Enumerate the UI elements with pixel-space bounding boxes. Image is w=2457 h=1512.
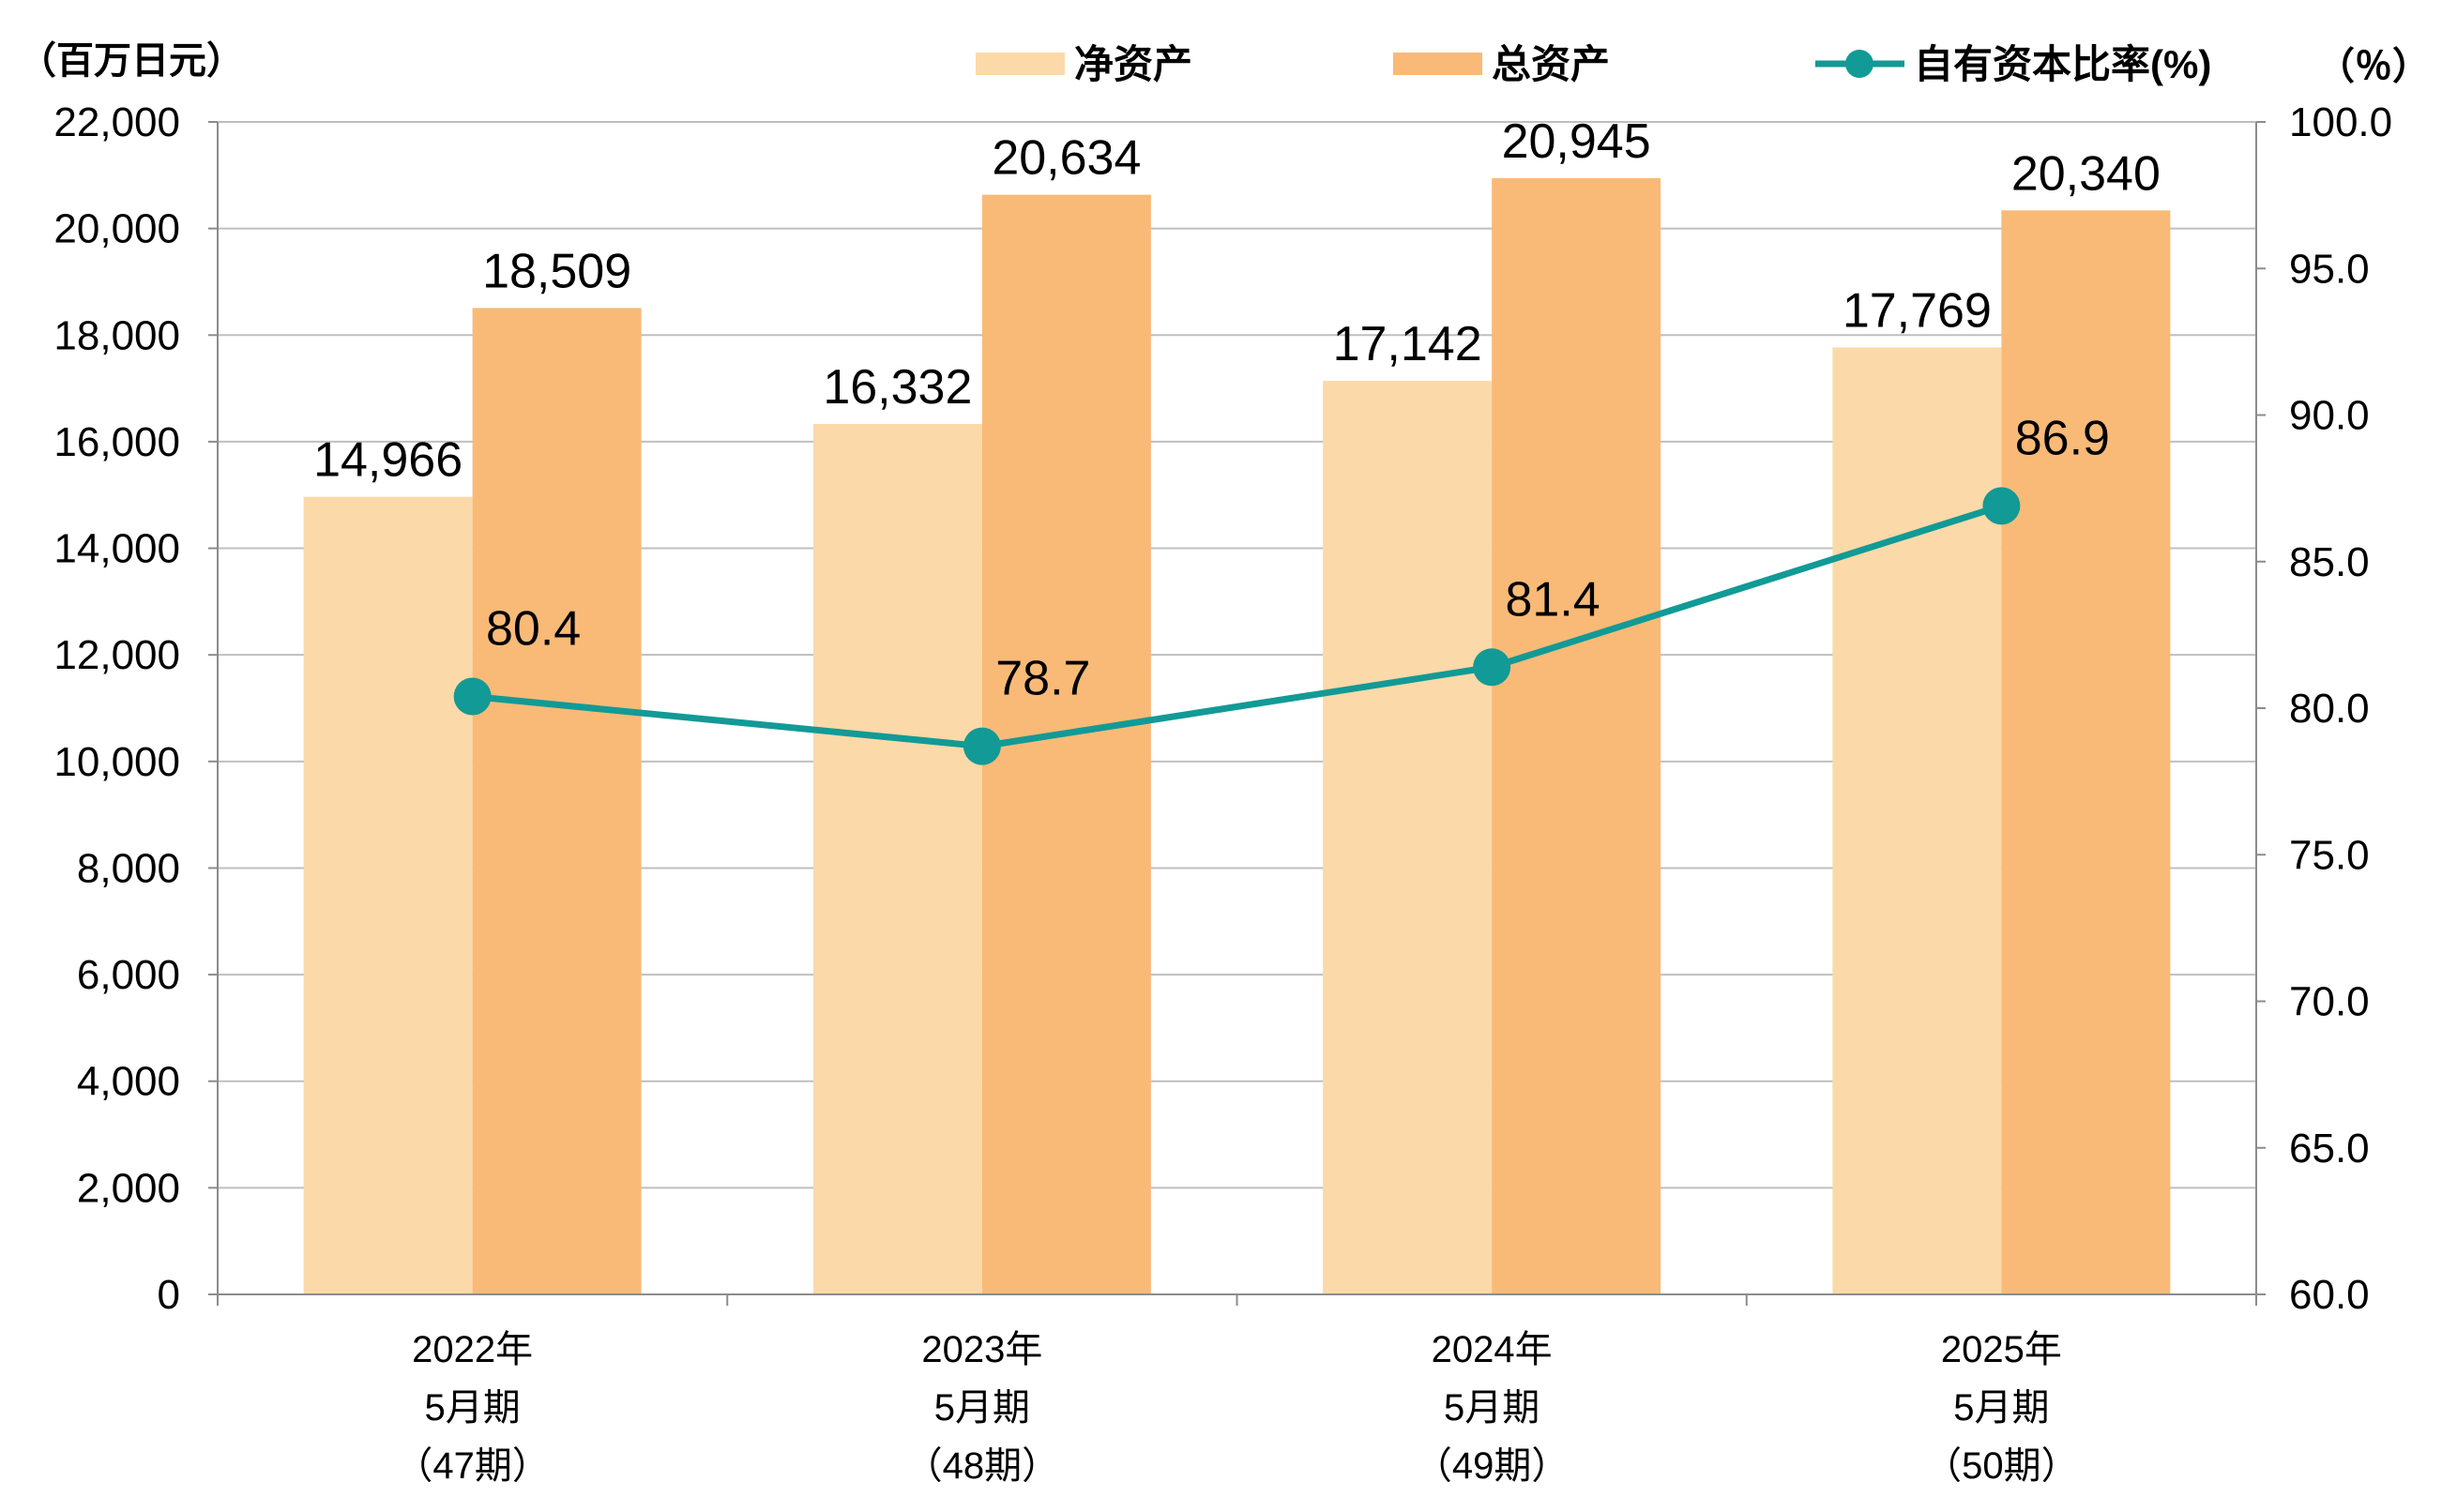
legend: 净资产 总资产 自有资本比率(%) — [976, 42, 2211, 86]
legend-swatch — [1393, 53, 1482, 75]
x-category-label: 2022年 — [412, 1329, 533, 1370]
bars — [303, 177, 2171, 1295]
ratio-marker — [1473, 648, 1511, 687]
right-tick-label: 95.0 — [2289, 246, 2370, 292]
right-tick-label: 100.0 — [2289, 99, 2392, 145]
left-tick-label: 12,000 — [53, 632, 180, 678]
bar-total-assets — [1492, 177, 1661, 1295]
right-tick-label: 75.0 — [2289, 832, 2370, 878]
ratio-line — [472, 503, 2003, 750]
right-tick-label: 70.0 — [2289, 979, 2370, 1025]
data-labels: 14,966 18,509 16,332 20,634 17,142 20,945 17,7… — [313, 114, 2161, 706]
legend-label: 总资产 — [1492, 42, 1610, 86]
left-tick-label: 14,000 — [53, 526, 180, 572]
legend-label: 净资产 — [1074, 42, 1192, 86]
x-category-label: （49期） — [1415, 1445, 1570, 1487]
bar-value-label: 17,142 — [1333, 317, 1482, 371]
left-tick-label: 2,000 — [77, 1165, 180, 1211]
x-category-label: （47期） — [395, 1445, 550, 1487]
legend-label: 自有资本比率(%) — [1914, 42, 2211, 86]
bar-total-assets — [2001, 210, 2171, 1295]
bar-net-assets — [812, 424, 982, 1295]
ratio-value-label: 81.4 — [1506, 572, 1600, 627]
tick-labels: 0 2,000 4,000 6,000 8,000 10,000 12,000 14,000 1… — [19, 40, 2430, 1487]
left-tick-label: 0 — [158, 1272, 180, 1318]
ratio-marker — [453, 677, 492, 716]
bar-value-label: 18,509 — [482, 244, 631, 298]
right-tick-label: 60.0 — [2289, 1272, 2370, 1318]
bar-value-label: 17,769 — [1843, 283, 1992, 338]
left-tick-label: 8,000 — [77, 845, 180, 891]
right-axis-unit: （％） — [2317, 46, 2430, 87]
x-category-label: 2024年 — [1432, 1329, 1553, 1370]
x-category-label: 5月期 — [425, 1387, 521, 1429]
left-tick-label: 10,000 — [53, 739, 180, 785]
bar-value-label: 20,634 — [992, 131, 1141, 186]
left-tick-label: 18,000 — [53, 312, 180, 358]
x-category-label: （50期） — [1924, 1445, 2079, 1487]
bar-value-label: 20,945 — [1502, 114, 1651, 169]
left-tick-label: 6,000 — [77, 952, 180, 998]
x-category-label: 5月期 — [1444, 1387, 1539, 1429]
x-category-label: 2025年 — [1941, 1329, 2062, 1370]
left-tick-label: 16,000 — [53, 419, 180, 465]
bar-net-assets — [1323, 381, 1493, 1295]
bar-value-label: 16,332 — [823, 360, 972, 415]
axes — [208, 121, 2266, 1306]
bar-total-assets — [472, 308, 642, 1294]
legend-marker — [1845, 50, 1873, 78]
bar-value-label: 14,966 — [313, 433, 463, 488]
x-category-label: 5月期 — [934, 1387, 1030, 1429]
left-axis-unit: （百万日元） — [19, 40, 244, 82]
bar-net-assets — [303, 496, 473, 1294]
right-tick-label: 85.0 — [2289, 539, 2370, 585]
ratio-marker — [1982, 487, 2021, 525]
x-category-label: 5月期 — [1953, 1387, 2049, 1429]
ratio-line-group — [453, 487, 2021, 765]
ratio-value-label: 78.7 — [995, 652, 1090, 706]
ratio-value-label: 86.9 — [2015, 411, 2110, 465]
bar-value-label: 20,340 — [2011, 146, 2161, 201]
ratio-value-label: 80.4 — [486, 602, 581, 657]
ratio-marker — [963, 727, 1001, 765]
legend-swatch — [976, 53, 1065, 75]
left-tick-label: 20,000 — [53, 206, 180, 252]
right-tick-label: 65.0 — [2289, 1126, 2370, 1172]
right-tick-label: 90.0 — [2289, 393, 2370, 439]
x-category-label: 2023年 — [921, 1329, 1042, 1370]
left-tick-label: 22,000 — [53, 99, 180, 145]
bar-net-assets — [1832, 347, 2002, 1295]
x-category-label: （48期） — [905, 1445, 1060, 1487]
right-tick-label: 80.0 — [2289, 686, 2370, 732]
left-tick-label: 4,000 — [77, 1059, 180, 1105]
